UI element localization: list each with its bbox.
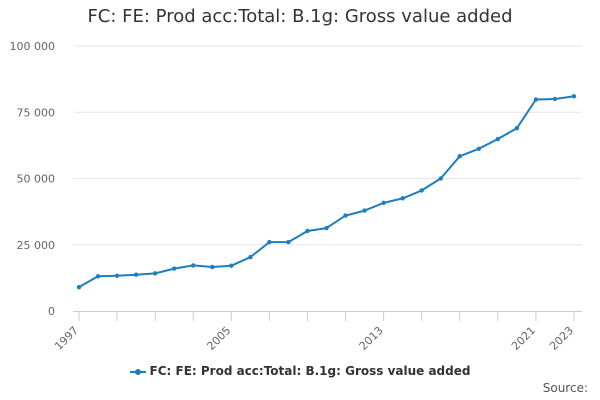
data-point[interactable] [95,274,101,279]
y-tick-label: 75 000 [17,106,56,119]
y-tick-label: 25 000 [17,239,56,252]
data-point[interactable] [324,225,329,231]
data-point[interactable] [495,136,501,142]
legend-label: FC: FE: Prod acc:Total: B.1g: Gross valu… [149,364,471,378]
data-point[interactable] [267,239,272,245]
x-axis [73,311,582,321]
data-point[interactable] [343,213,348,218]
data-point[interactable] [533,97,539,102]
series-line[interactable] [78,95,575,288]
y-tick-label: 100 000 [10,40,56,53]
series-layer [76,94,577,290]
data-point[interactable] [457,154,462,159]
data-point[interactable] [152,271,158,276]
data-point[interactable] [191,263,196,268]
y-axis-tick-labels: 0 25 000 50 000 75 000 100 000 [10,40,56,318]
data-point[interactable] [171,266,177,271]
data-point[interactable] [552,96,558,102]
data-point[interactable] [286,239,291,245]
legend-swatch [129,366,146,378]
source-label: Source: [542,381,588,395]
legend-marker [134,368,141,375]
y-tick-label: 0 [48,305,55,318]
data-point[interactable] [400,196,405,201]
data-point[interactable] [362,208,367,213]
data-point[interactable] [476,146,482,152]
data-point[interactable] [248,255,253,260]
x-axis-tick-labels: 1997 2005 2013 2021 2023 [52,324,576,353]
x-tick-label: 2023 [547,324,576,353]
legend[interactable]: FC: FE: Prod acc:Total: B.1g: Gross valu… [0,364,600,378]
data-point[interactable] [381,200,386,206]
data-point[interactable] [514,125,520,131]
chart-title: FC: FE: Prod acc:Total: B.1g: Gross valu… [87,6,513,27]
data-point[interactable] [438,176,443,181]
x-tick-label: 2005 [204,324,233,353]
x-tick-label: 2013 [357,324,386,353]
data-point[interactable] [419,188,424,193]
data-point[interactable] [229,263,234,268]
data-point[interactable] [305,228,310,234]
data-point[interactable] [210,264,215,270]
data-point[interactable] [571,94,577,99]
data-point[interactable] [114,273,120,278]
gridlines [73,45,582,246]
y-tick-label: 50 000 [17,173,56,186]
data-point[interactable] [133,272,139,277]
x-tick-label: 1997 [52,324,81,353]
x-tick-label: 2021 [509,324,538,353]
data-point[interactable] [76,284,82,290]
